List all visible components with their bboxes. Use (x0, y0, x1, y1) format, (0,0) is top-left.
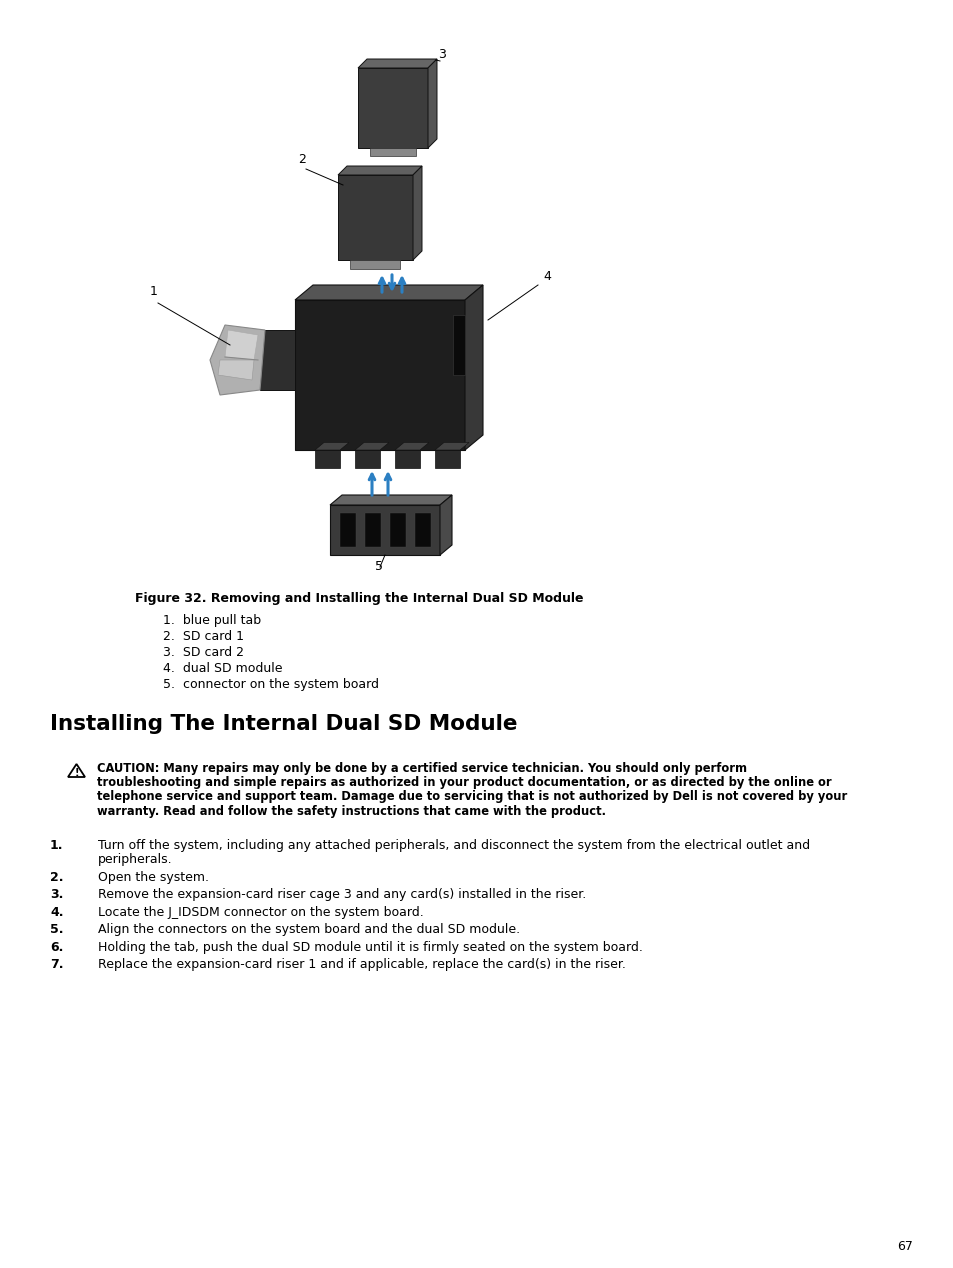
Text: 4: 4 (542, 270, 550, 283)
Polygon shape (413, 166, 421, 260)
Polygon shape (330, 505, 439, 555)
Text: Open the system.: Open the system. (98, 871, 209, 884)
Polygon shape (355, 450, 379, 468)
Polygon shape (330, 495, 452, 505)
Polygon shape (314, 443, 349, 450)
Polygon shape (435, 443, 469, 450)
Text: 5.: 5. (50, 923, 64, 936)
Text: 5.  connector on the system board: 5. connector on the system board (163, 678, 378, 691)
Polygon shape (435, 450, 459, 468)
Text: Locate the J_IDSDM connector on the system board.: Locate the J_IDSDM connector on the syst… (98, 905, 423, 919)
Polygon shape (357, 68, 428, 148)
Polygon shape (428, 60, 436, 148)
Polygon shape (415, 514, 431, 547)
Text: peripherals.: peripherals. (98, 853, 172, 866)
Text: Remove the expansion-card riser cage 3 and any card(s) installed in the riser.: Remove the expansion-card riser cage 3 a… (98, 889, 586, 902)
Text: 6.: 6. (50, 941, 63, 954)
Polygon shape (453, 314, 464, 375)
Polygon shape (365, 514, 380, 547)
Polygon shape (218, 360, 253, 380)
Polygon shape (294, 301, 464, 450)
Text: 1: 1 (150, 285, 157, 298)
Text: Align the connectors on the system board and the dual SD module.: Align the connectors on the system board… (98, 923, 519, 936)
Text: Installing The Internal Dual SD Module: Installing The Internal Dual SD Module (50, 714, 517, 734)
Text: 67: 67 (896, 1240, 912, 1253)
Text: Turn off the system, including any attached peripherals, and disconnect the syst: Turn off the system, including any attac… (98, 839, 809, 852)
Polygon shape (357, 60, 436, 68)
Text: CAUTION: Many repairs may only be done by a certified service technician. You sh: CAUTION: Many repairs may only be done b… (97, 762, 746, 775)
Text: !: ! (74, 767, 79, 777)
Polygon shape (355, 443, 389, 450)
Text: Holding the tab, push the dual SD module until it is firmly seated on the system: Holding the tab, push the dual SD module… (98, 941, 642, 954)
Text: 4.: 4. (50, 905, 64, 919)
Polygon shape (260, 330, 294, 391)
Polygon shape (337, 175, 413, 260)
Polygon shape (225, 330, 257, 360)
Polygon shape (210, 325, 265, 396)
Polygon shape (439, 495, 452, 555)
Polygon shape (314, 450, 339, 468)
Text: warranty. Read and follow the safety instructions that came with the product.: warranty. Read and follow the safety ins… (97, 805, 605, 818)
Text: 2.  SD card 1: 2. SD card 1 (163, 630, 244, 643)
Text: 3.: 3. (50, 889, 63, 902)
Text: 2: 2 (297, 153, 306, 166)
Polygon shape (395, 450, 419, 468)
Text: 3.  SD card 2: 3. SD card 2 (163, 645, 244, 659)
Polygon shape (464, 285, 482, 450)
Polygon shape (390, 514, 406, 547)
Text: 4.  dual SD module: 4. dual SD module (163, 662, 282, 675)
Text: telephone service and support team. Damage due to servicing that is not authoriz: telephone service and support team. Dama… (97, 790, 846, 804)
Polygon shape (395, 443, 429, 450)
Text: troubleshooting and simple repairs as authorized in your product documentation, : troubleshooting and simple repairs as au… (97, 776, 831, 789)
Text: 1.  blue pull tab: 1. blue pull tab (163, 614, 261, 626)
Text: 2.: 2. (50, 871, 64, 884)
Polygon shape (294, 285, 482, 301)
Text: 3: 3 (437, 48, 445, 61)
Text: Figure 32. Removing and Installing the Internal Dual SD Module: Figure 32. Removing and Installing the I… (135, 592, 583, 605)
Polygon shape (339, 514, 355, 547)
Polygon shape (350, 260, 399, 269)
Text: Replace the expansion-card riser 1 and if applicable, replace the card(s) in the: Replace the expansion-card riser 1 and i… (98, 959, 625, 971)
Text: 1.: 1. (50, 839, 64, 852)
Polygon shape (370, 148, 416, 156)
Polygon shape (337, 166, 421, 175)
Text: 7.: 7. (50, 959, 64, 971)
Text: 5: 5 (375, 560, 382, 573)
